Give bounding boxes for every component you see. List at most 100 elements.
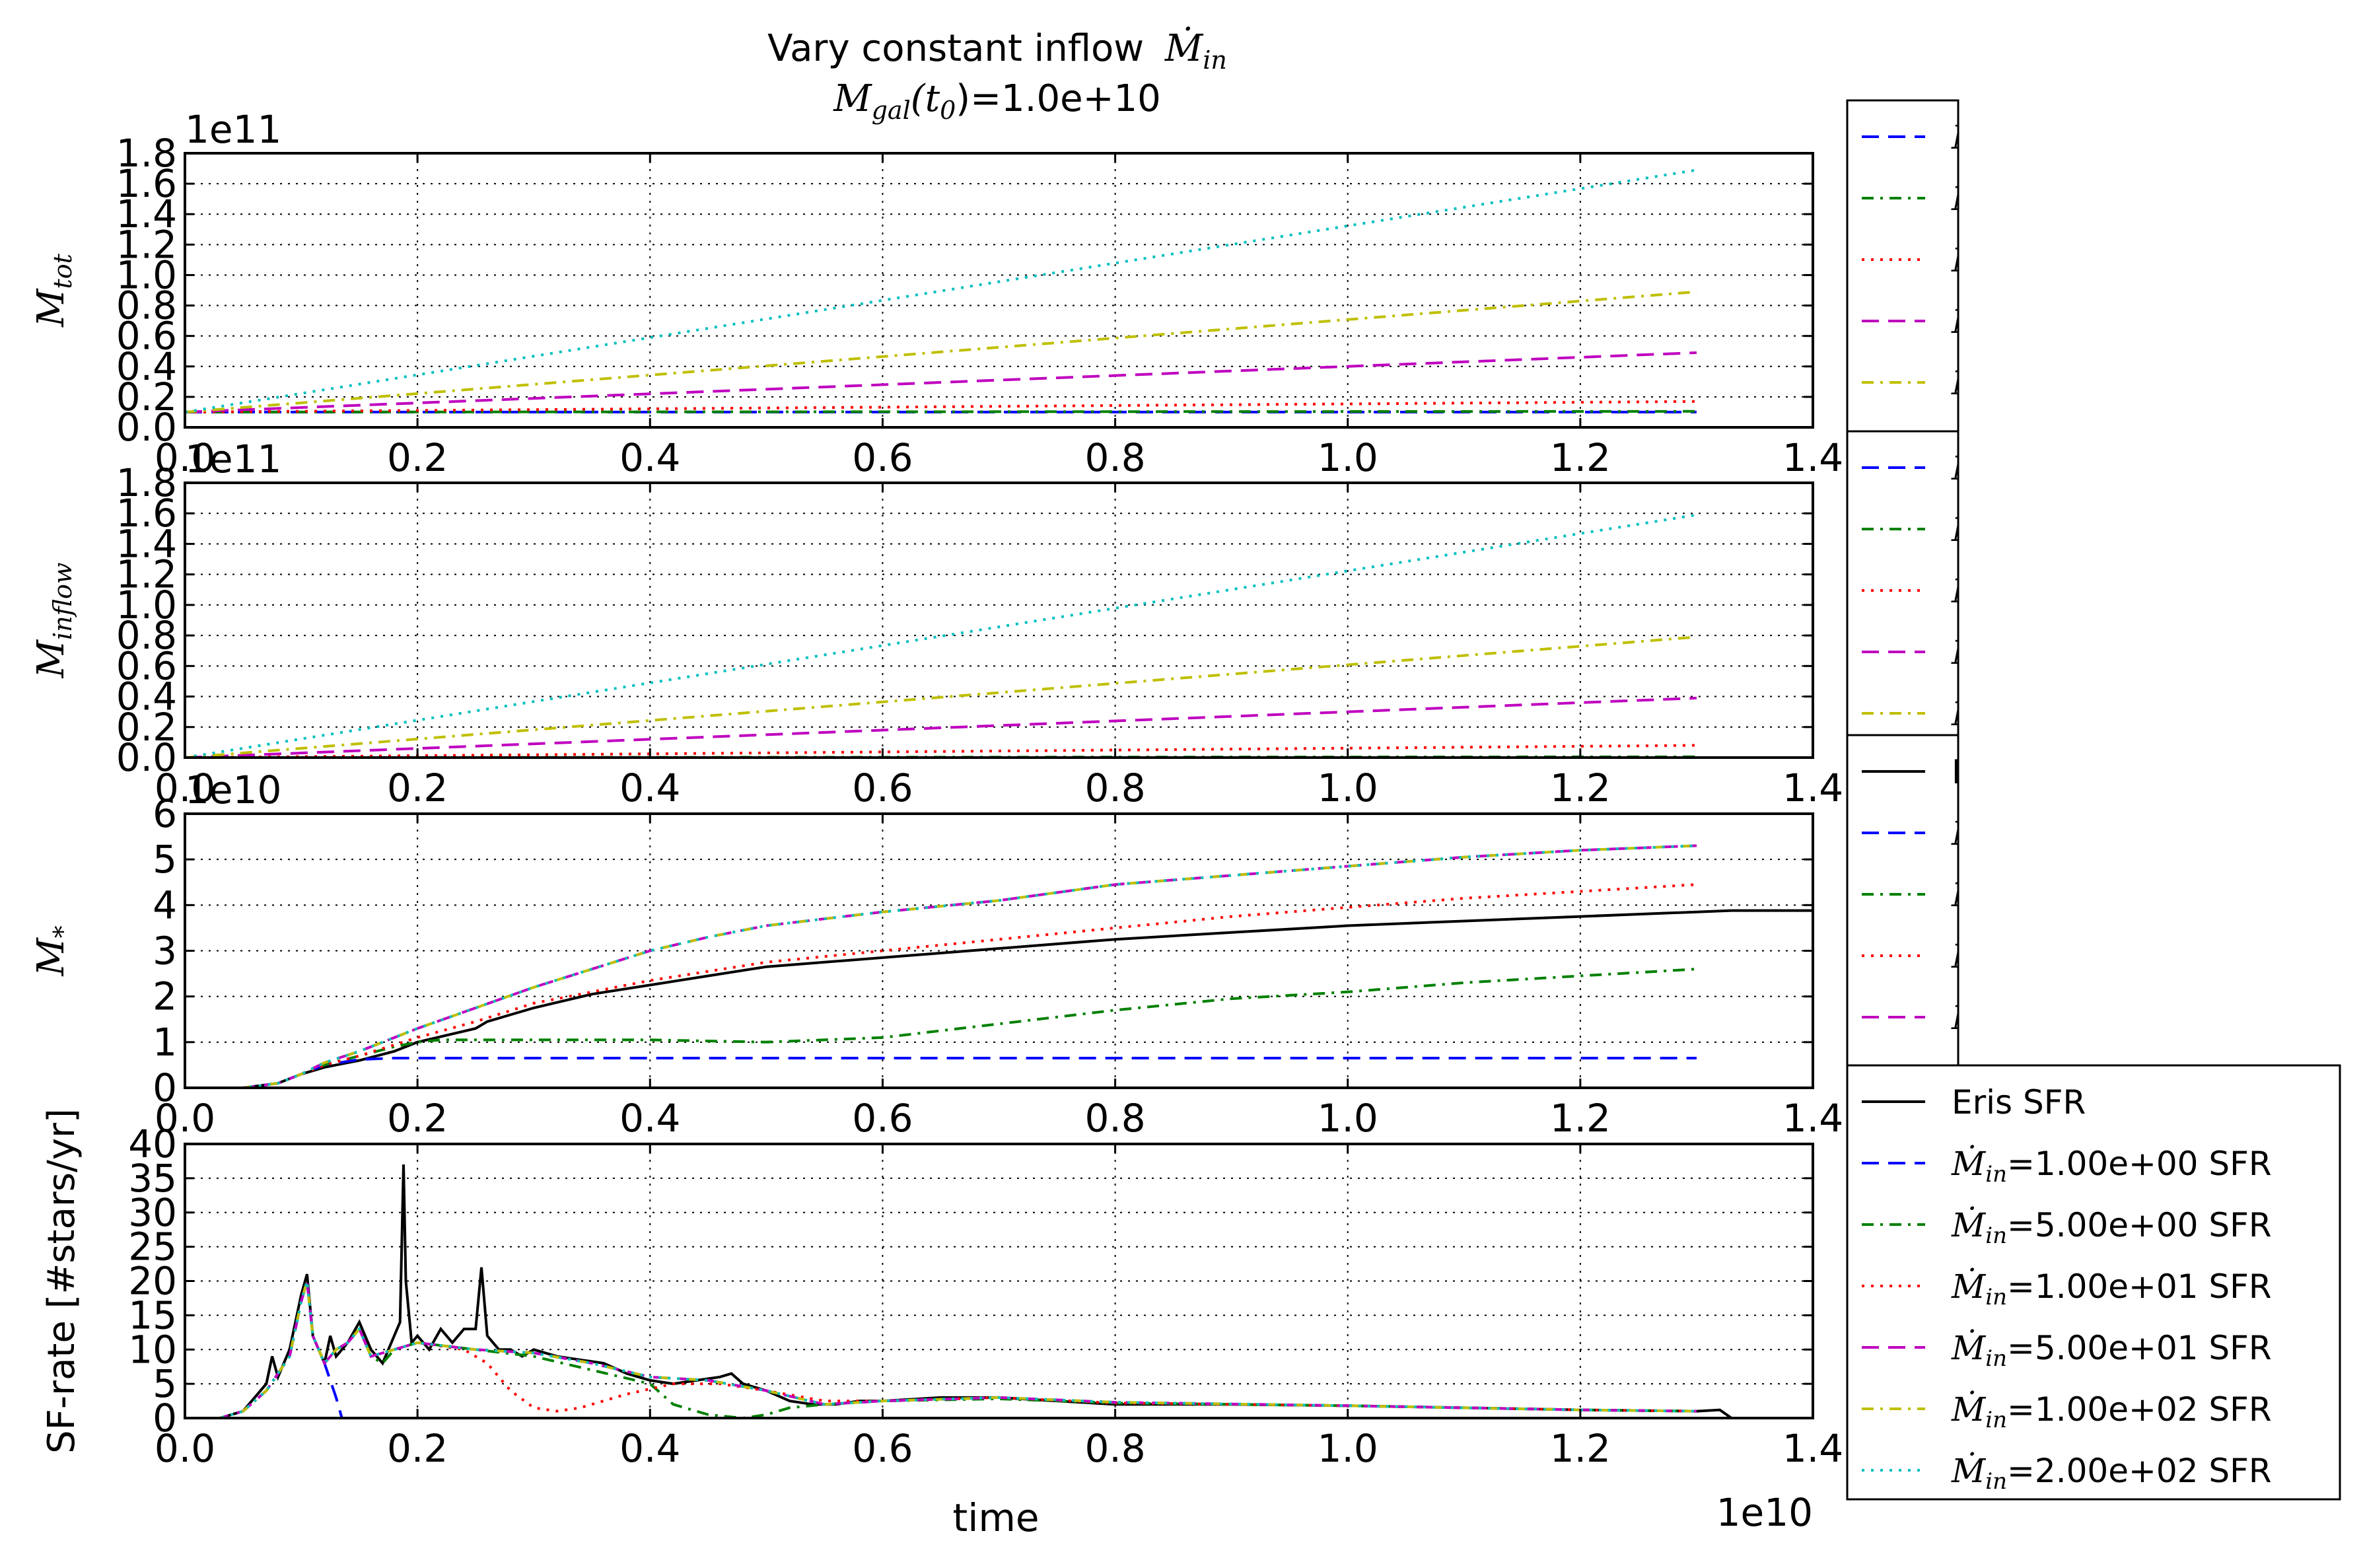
x-tick-label: 0.4 [619,435,680,480]
y-tick-label: 10 [128,1327,177,1372]
y-tick-label: 0.8 [116,283,177,328]
legend-label: Ṁin=1.00e+02 [1951,694,2199,738]
y-tick-label: 20 [128,1259,177,1304]
x-tick-label: 1.2 [1550,1096,1611,1141]
y-tick-label: 35 [128,1156,177,1201]
x-tick-label: 0.2 [387,766,448,810]
x-tick-label: 1.0 [1318,1426,1378,1471]
legend-label: Ṁin=5.00e+01 SFR [1951,1328,2272,1372]
y-tick-label: 1 [153,1020,177,1065]
y-axis-label: Minflow [30,563,77,679]
series-line-3 [185,744,1697,758]
axes-frame [184,481,1814,759]
y-tick-label: 0.6 [116,314,177,359]
legend-label: Ṁin=5.00e+00 [1951,510,2199,553]
series-line-5 [185,635,1697,758]
y-tick-label: 40 [128,1122,177,1166]
series-line-3 [185,400,1697,413]
x-tick-label: 1.4 [1783,435,1843,480]
legend-label: Ṁin=5.00e+00 [1951,179,2199,223]
y-tick-label: 0.2 [116,705,177,750]
y-tick-label: 1.6 [116,161,177,206]
legend-M_star: Eris Ṁin=1.00e+00 Ṁin=5.00e+00 Ṁin=1.00e+01… [1846,734,2199,1067]
series-line-1 [185,909,1813,1088]
y-tick-label: 0.0 [116,735,177,780]
legend-label: Ṁin=1.00e+01 [1951,240,2199,284]
legend-label: Eris [1952,753,2012,791]
y-tick-label: 6 [153,791,177,836]
x-tick-label: 0.6 [852,1426,913,1471]
y-offset-text: 1e10 [185,767,281,812]
y-offset-text: 1e11 [185,107,281,152]
legend-frame [1846,734,1959,1067]
x-tick-label: 0.0 [155,766,215,810]
x-tick-label: 0.4 [619,1096,680,1141]
legend-label: Ṁin=1.00e+02 SFR [1951,1390,2272,1433]
legend-label: Ṁin=1.00e+01 [1951,937,2199,980]
x-tick-label: 0.6 [852,766,913,810]
legend-label: Ṁin=1.00e+00 SFR [1951,1144,2272,1188]
x-tick-label: 0.2 [387,435,448,480]
series-line-4 [185,351,1697,413]
y-tick-label: 1.2 [116,222,177,267]
y-tick-label: 0.8 [116,613,177,658]
x-axis-label: time [952,1495,1039,1540]
series-line-7 [185,1280,1697,1418]
y-tick-label: 30 [128,1190,177,1235]
legend-label: Ṁin=5.00e+01 [1951,998,2199,1042]
legend-label: Ṁin=1.00e+00 [1951,448,2199,492]
legend-label: Ṁin [1951,425,2007,468]
panel-SFR: 0.0 0.2 0.4 0.6 0.8 1.0 1.2 1.40510152025303540… [40,1064,2341,1501]
series-line-4 [185,1280,1697,1418]
y-offset-text: 1e11 [185,437,281,481]
legend-M_tot: Ṁin=1.00e+00 Ṁin=5.00e+00 Ṁin=1.00e+01 Ṁin=… [1846,99,2199,468]
x-tick-label: 1.0 [1318,435,1378,480]
x-tick-label: 0.8 [1084,1096,1145,1141]
x-tick-label: 1.4 [1783,766,1843,810]
y-tick-label: 0.4 [116,344,177,389]
legend-SFR: Eris SFR Ṁin=1.00e+00 SFR Ṁin=5.00e+00 SFR… [1846,1064,2341,1501]
y-tick-label: 1.8 [116,131,177,176]
y-tick-label: 0 [153,1396,177,1441]
legend-label: Ṁin=5.00e+00 SFR [1951,1205,2272,1249]
y-tick-label: 5 [153,837,177,882]
y-tick-label: 0.4 [116,674,177,719]
y-tick-label: 0.6 [116,643,177,688]
y-tick-label: 1.0 [116,583,177,627]
legend-M_inflow: Ṁin=1.00e+00 Ṁin=5.00e+00 Ṁin=1.00e+01 Ṁin=… [1846,430,2199,738]
y-axis-label: Mtot [30,253,77,327]
y-tick-label: 1.6 [116,491,177,536]
x-tick-label: 0.8 [1084,766,1145,810]
y-axis-label: SF-rate [#stars/yr] [40,1108,83,1454]
x-tick-label: 0.8 [1084,435,1145,480]
legend-label: Eris SFR [1952,1083,2086,1122]
series-line-5 [185,290,1697,413]
y-tick-label: 1.4 [116,521,177,566]
y-tick-label: 0.2 [116,374,177,419]
x-tick-label: 0.4 [619,1426,680,1471]
legend-label: Ṁin=1.00e+01 [1951,571,2199,615]
x-tick-label: 0.4 [619,766,680,810]
y-tick-label: 1.0 [116,252,177,297]
x-tick-label: 1.2 [1550,766,1611,810]
series-line-4 [185,696,1697,758]
x-tick-label: 0.2 [387,1426,448,1471]
legend-label: Ṁin=5.00e+01 [1951,302,2199,345]
y-axis-label: M* [30,925,77,976]
legend-entries: Ṁin=1.00e+00 Ṁin=5.00e+00 Ṁin=1.00e+01 Ṁin=… [1862,448,2199,738]
x-tick-label: 1.2 [1550,435,1611,480]
panel-M_inflow: 0.0 0.2 0.4 0.6 0.8 1.0 1.2 1.40.00.20.40.60.81… [30,430,2199,810]
x-tick-label: 1.4 [1783,1426,1843,1471]
axes-frame [184,152,1814,429]
y-tick-label: 3 [153,929,177,974]
x-tick-label: 0.2 [387,1096,448,1141]
x-tick-label: 0.0 [155,1096,215,1141]
panel-M_tot: 0.0 0.2 0.4 0.6 0.8 1.0 1.2 1.40.00.20.40.60.81… [30,99,2199,480]
y-tick-label: 15 [128,1293,177,1337]
legend-label: Ṁin=1.00e+00 [1951,814,2199,857]
y-tick-label: 4 [153,882,177,927]
x-tick-label: 0.0 [155,435,215,480]
x-tick-label: 0.0 [155,1426,215,1471]
x-tick-label: 0.8 [1084,1426,1145,1471]
